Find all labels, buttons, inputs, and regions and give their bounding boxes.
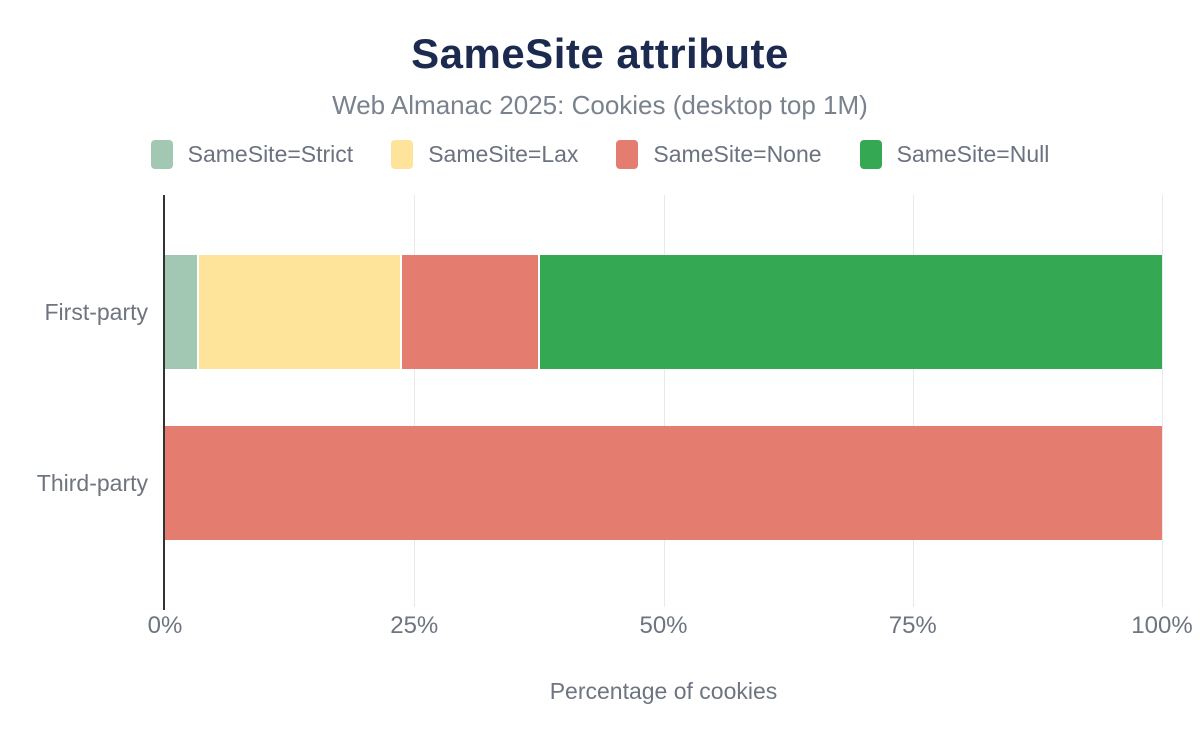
x-tick-label: 100% <box>1131 612 1193 639</box>
category-label: First-party <box>44 299 149 325</box>
x-tick-label: 50% <box>639 612 688 639</box>
category-label: Third-party <box>36 470 148 496</box>
legend-swatch-strict <box>150 140 173 169</box>
legend-item-strict: SameSite=Strict <box>150 140 354 169</box>
bar-segment-samesite-none <box>165 426 1162 540</box>
legend-label: SameSite=None <box>653 141 822 167</box>
chart-title: SameSite attribute <box>411 30 789 77</box>
bar-row <box>165 426 1162 540</box>
bar-segment-samesite-strict <box>165 255 197 369</box>
gridline-50% <box>663 195 665 607</box>
legend-swatch-lax <box>391 140 414 169</box>
legend-label: SameSite=Strict <box>187 141 354 167</box>
x-tick-label: 25% <box>390 612 439 639</box>
x-tick-label: 75% <box>888 612 937 639</box>
legend-swatch-null <box>859 140 882 169</box>
legend-item-null: SameSite=Null <box>859 140 1050 169</box>
x-axis-label: Percentage of cookies <box>549 678 778 704</box>
legend-label: SameSite=Null <box>896 141 1050 167</box>
bar-row <box>165 255 1162 369</box>
legend-label: SameSite=Lax <box>428 141 579 167</box>
gridline-25% <box>414 195 416 607</box>
legend-item-lax: SameSite=Lax <box>391 140 578 169</box>
legend-item-none: SameSite=None <box>616 140 822 169</box>
bar-segment-samesite-null <box>537 255 1162 369</box>
gridline-100% <box>1162 195 1163 607</box>
y-axis-line <box>163 195 165 610</box>
legend-swatch-none <box>616 140 639 169</box>
bar-segment-samesite-none <box>400 255 538 369</box>
x-tick-label: 0% <box>147 612 183 639</box>
chart-subtitle: Web Almanac 2025: Cookies (desktop top 1… <box>332 90 868 120</box>
gridline-75% <box>912 195 914 607</box>
legend: SameSite=Strict SameSite=Lax SameSite=No… <box>0 140 1200 169</box>
bar-segment-samesite-lax <box>196 255 401 369</box>
